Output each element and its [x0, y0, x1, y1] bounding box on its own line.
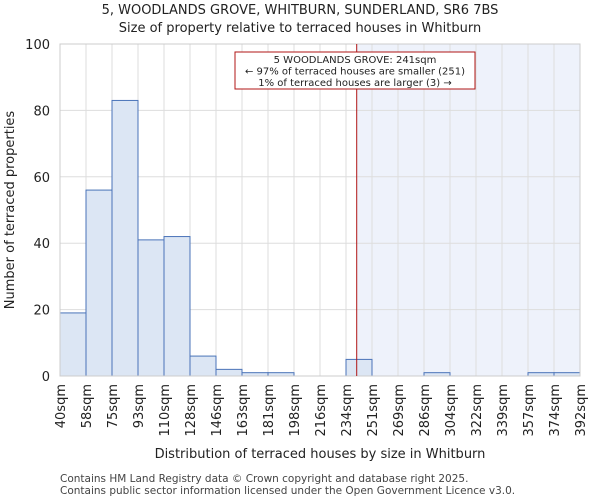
chart-title: 5, WOODLANDS GROVE, WHITBURN, SUNDERLAND… — [102, 3, 499, 18]
y-axis-label: Number of terraced properties — [3, 111, 18, 310]
bar — [189, 355, 217, 377]
y-tick-label: 40 — [33, 237, 50, 252]
x-tick-label: 216sqm — [314, 384, 329, 437]
y-tick-label: 100 — [25, 38, 50, 53]
bar — [85, 189, 113, 377]
x-tick-label: 146sqm — [210, 384, 225, 437]
x-tick-label: 269sqm — [392, 384, 407, 437]
x-tick-label: 322sqm — [470, 384, 485, 437]
plot-area: 0 20 40 60 80 100 40sqm 58sqm 75sqm 93sqm 110sqm 12… — [25, 38, 589, 437]
larger-region-shade — [356, 44, 580, 376]
y-tick-label: 60 — [33, 171, 50, 186]
x-tick-label: 304sqm — [444, 384, 459, 437]
bar — [215, 368, 243, 377]
x-tick-label: 40sqm — [54, 384, 69, 428]
x-tick-label: 234sqm — [340, 384, 355, 437]
y-tick-label: 80 — [33, 104, 50, 119]
bar — [59, 312, 87, 377]
plot-frame — [59, 43, 581, 377]
annotation-line: ← 97% of terraced houses are smaller (25… — [245, 67, 465, 78]
annotation-line: 1% of terraced houses are larger (3) → — [258, 78, 452, 89]
x-tick-label: 251sqm — [366, 384, 381, 437]
bar — [111, 99, 139, 377]
footer-line-2: Contains public sector information licen… — [60, 485, 515, 497]
x-tick-label: 75sqm — [106, 384, 121, 428]
x-tick-label: 286sqm — [418, 384, 433, 437]
footer-line-1: Contains HM Land Registry data © Crown c… — [60, 473, 468, 485]
x-tick-label: 93sqm — [132, 384, 147, 428]
x-tick-label: 374sqm — [548, 384, 563, 437]
x-tick-label: 392sqm — [574, 384, 589, 437]
x-tick-label: 128sqm — [184, 384, 199, 437]
x-axis-label: Distribution of terraced houses by size … — [155, 447, 486, 462]
y-tick-label: 20 — [33, 304, 50, 319]
bar — [137, 239, 165, 377]
x-tick-label: 58sqm — [80, 384, 95, 428]
annotation-box — [234, 51, 476, 90]
annotation-line: 5 WOODLANDS GROVE: 241sqm — [274, 55, 437, 66]
y-tick-label: 0 — [42, 370, 50, 385]
x-tick-label: 198sqm — [288, 384, 303, 437]
x-tick-label: 339sqm — [496, 384, 511, 437]
bar — [345, 358, 373, 377]
x-tick-label: 110sqm — [158, 384, 173, 437]
x-tick-label: 357sqm — [522, 384, 537, 437]
bar — [163, 236, 191, 377]
x-tick-label: 181sqm — [262, 384, 277, 437]
x-tick-label: 163sqm — [236, 384, 251, 437]
chart-subtitle: Size of property relative to terraced ho… — [119, 21, 481, 36]
